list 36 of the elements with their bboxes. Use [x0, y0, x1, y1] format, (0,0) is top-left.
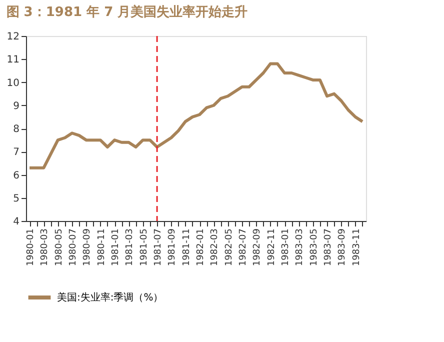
line-series [28, 62, 364, 170]
x-tick-label: 1982-03 [210, 228, 220, 266]
x-tick-label: 1983-07 [324, 228, 334, 266]
x-tick-label: 1983-01 [281, 228, 292, 266]
x-tick-label: 1981-03 [125, 228, 136, 266]
x-tick-label: 1982-11 [266, 228, 277, 266]
y-tick-label: 9 [13, 100, 20, 112]
legend-label: 美国:失业率:季调（%） [57, 292, 164, 304]
y-tick-label: 12 [6, 32, 20, 42]
x-tick-label: 1982-01 [196, 228, 206, 266]
x-tick-label: 1980-11 [96, 228, 107, 266]
y-tick-label: 7 [13, 147, 20, 158]
y-tick-label: 8 [13, 124, 20, 135]
x-tick-label: 1980-07 [68, 228, 79, 266]
y-tick-label: 5 [13, 193, 20, 204]
x-tick-label: 1981-09 [168, 228, 178, 266]
x-tick-label: 1980-09 [82, 228, 93, 266]
x-tick-label: 1983-05 [309, 228, 320, 266]
y-tick-label: 10 [6, 78, 20, 89]
x-tick-label: 1980-03 [40, 228, 50, 266]
x-tick-label: 1983-03 [295, 228, 306, 266]
x-tick-label: 1982-05 [224, 228, 234, 266]
x-tick-label: 1980-05 [54, 228, 64, 266]
y-tick-label: 4 [13, 216, 20, 228]
x-tick-label: 1982-07 [238, 228, 249, 266]
y-tick-label: 6 [13, 170, 20, 182]
x-tick-label: 1981-11 [182, 228, 192, 266]
x-tick-label: 1983-09 [338, 228, 348, 266]
x-tick-label: 1981-05 [139, 228, 150, 266]
chart-title: 图 3：1981 年 7 月美国失业率开始走升 [6, 4, 248, 20]
x-tick-label: 1980-01 [26, 228, 36, 266]
x-tick-label: 1981-01 [111, 228, 122, 266]
x-tick-label: 1983-11 [352, 228, 362, 266]
x-tick-label: 1982-09 [252, 228, 263, 266]
x-tick-label: 1981-07 [154, 228, 164, 266]
y-tick-label: 11 [6, 54, 20, 66]
